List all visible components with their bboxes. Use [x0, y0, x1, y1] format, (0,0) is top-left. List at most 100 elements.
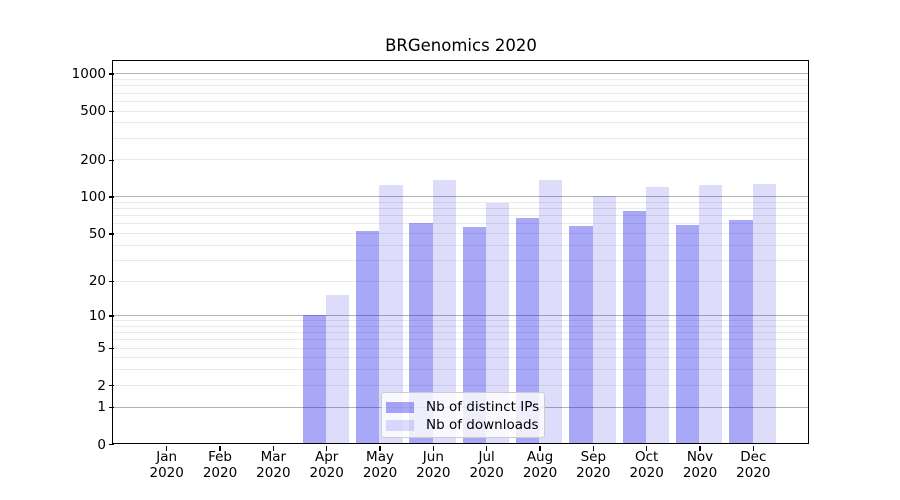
y-tick: [108, 110, 114, 113]
minor-gridline: [113, 320, 809, 322]
legend-swatch-distinct-ips-icon: [386, 401, 414, 413]
major-gridline: [113, 196, 809, 198]
minor-gridline: [113, 259, 809, 261]
y-tick: [108, 159, 114, 162]
bar-distinct-ips-apr: [302, 315, 326, 444]
x-tick: [592, 446, 595, 451]
y-tick-label: 5: [97, 340, 106, 357]
plot-area: [112, 60, 810, 445]
x-tick-label: Jul 2020: [469, 449, 504, 481]
minor-gridline: [113, 208, 809, 210]
major-gridline: [113, 315, 809, 317]
legend-label-distinct-ips: Nb of distinct IPs: [426, 399, 540, 415]
bar-downloads-nov: [699, 184, 723, 444]
x-tick: [645, 446, 648, 451]
legend-label-downloads: Nb of downloads: [426, 417, 539, 433]
minor-gridline: [113, 215, 809, 217]
minor-gridline: [113, 159, 809, 161]
x-tick: [219, 446, 221, 451]
y-tick-label: 1000: [71, 66, 106, 83]
x-tick: [539, 446, 541, 451]
y-tick: [108, 443, 114, 446]
major-gridline: [113, 73, 809, 75]
bar-downloads-jul: [485, 203, 510, 444]
x-tick-label: Jan 2020: [149, 449, 184, 481]
bar-distinct-ips-jul: [462, 227, 486, 444]
minor-gridline: [113, 244, 809, 246]
minor-gridline: [113, 325, 809, 327]
x-tick: [379, 446, 381, 451]
legend-item-distinct-ips: Nb of distinct IPs: [386, 398, 544, 416]
y-tick-label: 0: [97, 436, 106, 453]
bar-downloads-apr: [325, 295, 350, 444]
y-tick-label: 500: [80, 103, 106, 120]
bar-downloads-aug: [539, 180, 563, 444]
y-tick: [108, 406, 114, 409]
minor-gridline: [113, 347, 809, 349]
minor-gridline: [113, 339, 809, 341]
y-tick-label: 20: [88, 273, 106, 290]
y-tick-label: 2: [97, 377, 106, 394]
minor-gridline: [113, 332, 809, 334]
x-tick-label: Sep 2020: [576, 449, 611, 481]
x-tick-label: Feb 2020: [202, 449, 238, 481]
x-tick-label: Oct 2020: [629, 449, 664, 481]
y-tick: [108, 347, 114, 350]
legend-swatch-downloads-icon: [386, 419, 414, 431]
x-tick: [165, 446, 168, 451]
minor-gridline: [113, 384, 809, 386]
bar-downloads-sep: [592, 196, 616, 444]
y-tick: [108, 196, 114, 198]
x-tick: [752, 446, 755, 451]
minor-gridline: [113, 201, 809, 203]
x-tick-label: Apr 2020: [309, 449, 344, 481]
minor-gridline: [113, 357, 809, 359]
minor-gridline: [113, 280, 809, 282]
minor-gridline: [113, 223, 809, 225]
bar-downloads-may: [379, 184, 403, 444]
minor-gridline: [113, 92, 809, 94]
y-tick-label: 100: [80, 189, 106, 206]
bar-distinct-ips-dec: [729, 219, 753, 444]
x-tick: [325, 446, 328, 451]
bar-distinct-ips-jun: [409, 222, 433, 444]
bar-distinct-ips-may: [355, 230, 380, 444]
minor-gridline: [113, 100, 809, 102]
minor-gridline: [113, 110, 809, 112]
x-tick-label: Jun 2020: [416, 449, 451, 481]
y-tick: [108, 73, 114, 75]
y-tick-label: 200: [80, 152, 106, 169]
minor-gridline: [113, 85, 809, 87]
y-tick-label: 50: [88, 225, 106, 242]
x-tick: [432, 446, 435, 451]
x-tick: [699, 446, 701, 451]
y-tick: [108, 384, 114, 387]
x-tick-label: Dec 2020: [736, 449, 771, 481]
bar-downloads-jun: [432, 179, 456, 444]
x-tick: [485, 446, 488, 451]
x-tick-label: Aug 2020: [522, 449, 558, 481]
x-tick-label: Mar 2020: [256, 449, 291, 481]
legend-item-downloads: Nb of downloads: [386, 416, 544, 434]
bar-distinct-ips-nov: [675, 225, 700, 444]
y-tick: [108, 315, 114, 317]
minor-gridline: [113, 79, 809, 81]
minor-gridline: [113, 232, 809, 234]
bar-downloads-oct: [645, 187, 670, 444]
x-tick-label: May 2020: [362, 449, 398, 481]
x-tick-label: Nov 2020: [682, 449, 718, 481]
legend: Nb of distinct IPs Nb of downloads: [381, 392, 545, 438]
minor-gridline: [113, 122, 809, 124]
bar-distinct-ips-sep: [569, 226, 593, 444]
bar-distinct-ips-aug: [515, 217, 540, 444]
bar-distinct-ips-oct: [622, 210, 646, 444]
bar-downloads-dec: [752, 183, 776, 444]
chart-title: BRGenomics 2020: [385, 36, 537, 55]
y-tick: [108, 233, 114, 235]
minor-gridline: [113, 137, 809, 139]
y-tick: [108, 280, 114, 283]
minor-gridline: [113, 369, 809, 371]
y-tick-label: 10: [88, 307, 106, 324]
y-tick-label: 1: [97, 399, 106, 416]
